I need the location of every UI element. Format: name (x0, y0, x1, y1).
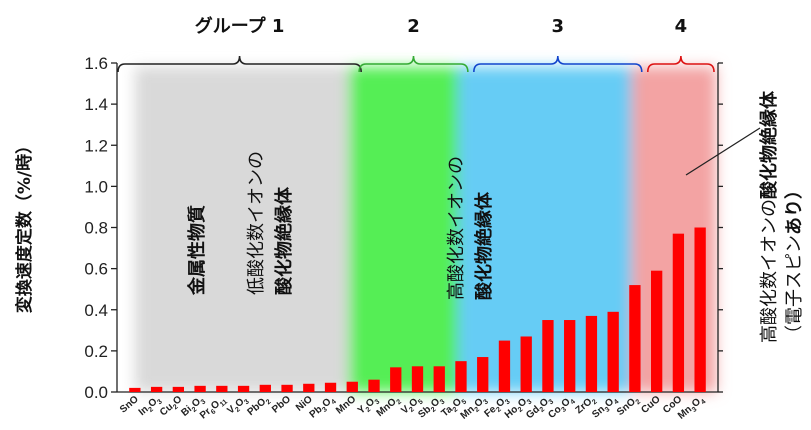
bar-7 (259, 384, 271, 392)
bar-19 (520, 336, 532, 392)
group-region-2 (349, 67, 476, 392)
x-tick-label: SnO2 (615, 394, 642, 420)
x-tick-label: CuO (639, 394, 662, 416)
x-tick-label: Pr6O11 (198, 394, 229, 423)
x-tick-label: Co3O4 (546, 394, 577, 423)
x-tick-label: V2O3 (225, 394, 250, 418)
group-bracket-4 (646, 55, 715, 73)
x-tick-label: MnO2 (375, 394, 403, 421)
group-bracket-2 (358, 55, 469, 73)
bar-2 (150, 386, 163, 392)
x-tick-label: PbO2 (245, 394, 272, 420)
y-tick-label: 0.0 (84, 383, 108, 402)
x-tick-label: SnO (118, 394, 141, 416)
bar-12 (368, 379, 380, 392)
bar-15 (433, 366, 445, 392)
annotation-low-line1: 低酸化数イオンの (246, 151, 267, 295)
x-tick-label: MnO (334, 394, 358, 417)
y-tick-label: 1.2 (84, 136, 108, 155)
y-tick-label: 0.6 (84, 260, 108, 279)
bar-24 (629, 285, 641, 392)
bar-27 (694, 227, 706, 392)
bar-20 (542, 320, 554, 392)
bars (129, 227, 706, 392)
bar-18 (498, 340, 511, 392)
group-label-2: 2 (407, 16, 420, 37)
x-tick-label: In2O3 (137, 394, 164, 420)
bar-16 (455, 361, 467, 392)
bar-17 (477, 357, 489, 392)
bar-23 (607, 311, 619, 392)
annotation-pointer-line (685, 127, 761, 176)
y-tick-label: 0.2 (84, 342, 108, 361)
group-label-3: 3 (552, 16, 565, 37)
bar-11 (346, 381, 358, 392)
bar-10 (324, 382, 337, 392)
group-regions (135, 67, 716, 392)
bar-4 (194, 385, 206, 392)
y-tick-label: 0.8 (84, 219, 108, 238)
bar-8 (281, 384, 293, 392)
bar-6 (237, 385, 250, 392)
bar-3 (172, 386, 185, 392)
group-label-1: グループ 1 (195, 15, 285, 37)
annotation-spin-line2: （電子スピンあり） (784, 181, 805, 343)
group-region-1 (135, 67, 370, 392)
y-tick-label: 0.4 (84, 301, 108, 320)
x-tick-label: Bi2O3 (179, 394, 207, 420)
annotation-high-line1: 高酸化数イオンの (446, 156, 467, 300)
bar-13 (390, 367, 402, 392)
bar-14 (411, 366, 424, 392)
group-brackets: グループ 1 2 3 4 (117, 15, 715, 73)
bar-9 (303, 383, 315, 392)
x-tick-label: Sb2O3 (416, 394, 446, 422)
group-bracket-3 (473, 55, 643, 73)
y-tick-label: 1.0 (84, 177, 108, 196)
bar-26 (672, 233, 685, 392)
annotation-spin-line1: 高酸化数イオンの酸化物絶縁体 (758, 90, 780, 343)
group-bracket-1 (117, 55, 362, 73)
x-tick-label: V2O5 (399, 394, 424, 418)
annotation-low-line2: 酸化物絶縁体 (273, 186, 295, 295)
bar-22 (585, 315, 598, 392)
annotation-metal: 金属性物質 (186, 205, 208, 296)
x-tick-label: PbO (270, 394, 293, 416)
y-tick-label: 1.4 (84, 95, 108, 114)
x-tick-label: Cu2O (158, 394, 186, 420)
annotation-high-line2: 酸化物絶縁体 (473, 191, 495, 300)
y-tick-label: 1.6 (84, 54, 108, 73)
y-axis-label: 変換速度定数（%/時） (14, 137, 35, 313)
group-label-4: 4 (675, 16, 688, 37)
bar-21 (564, 320, 576, 392)
x-tick-label: Y2O3 (356, 394, 381, 418)
bar-25 (650, 270, 663, 392)
bar-1 (129, 387, 141, 392)
bar-5 (216, 385, 228, 392)
